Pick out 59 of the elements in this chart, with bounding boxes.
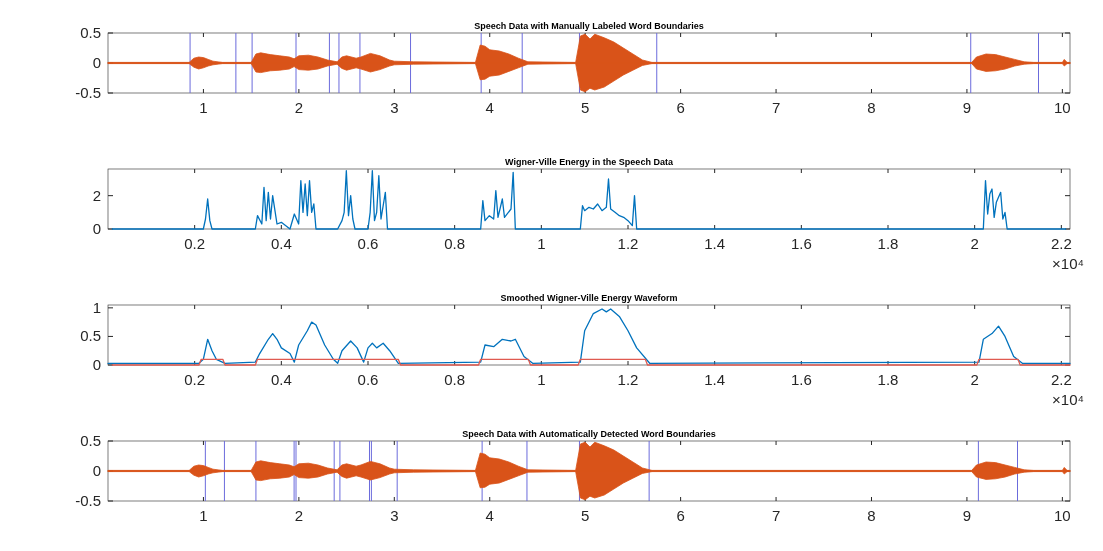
- x-tick-label: 1.6: [790, 235, 812, 252]
- x-tick-label: 6: [676, 99, 685, 116]
- y-tick-label: 0: [92, 54, 101, 71]
- x-tick-label: 1.2: [617, 235, 639, 252]
- x-tick-label: 3: [390, 99, 399, 116]
- x-tick-label: 3: [390, 507, 399, 524]
- y-tick-label: 0.5: [80, 432, 101, 449]
- x-tick-label: 5: [581, 507, 590, 524]
- x-tick-label: 1.4: [704, 235, 726, 252]
- x-tick-label: 6: [676, 507, 685, 524]
- x-tick-label: 1: [537, 235, 546, 252]
- x-tick-label: 1: [199, 507, 208, 524]
- x-tick-label: 0.2: [184, 235, 206, 252]
- x-tick-label: 1.8: [877, 371, 899, 388]
- x-tick-label: 1.8: [877, 235, 899, 252]
- x-tick-label: 2.2: [1050, 371, 1072, 388]
- y-tick-label: 0.5: [80, 327, 101, 345]
- x-tick-label: 2: [294, 507, 304, 524]
- x-tick-label: 1.6: [790, 371, 812, 388]
- y-tick-label: 0: [92, 356, 101, 373]
- y-tick-label: 2: [92, 186, 101, 204]
- text: ×10⁴: [1052, 391, 1084, 408]
- y-tick-label: 1: [92, 298, 101, 316]
- x-tick-label: 2: [970, 235, 979, 252]
- x-tick-label: 10: [1054, 99, 1071, 116]
- y-tick-label: 0: [92, 462, 101, 479]
- x-tick-label: 7: [771, 507, 781, 524]
- y-tick-label: 0.5: [80, 24, 101, 41]
- x-tick-label: 9: [962, 507, 972, 524]
- x-tick-label: 4: [485, 99, 494, 116]
- chart-title: Smoothed Wigner-Ville Energy Waveform: [500, 293, 678, 303]
- x-tick-label: 1.2: [617, 371, 639, 388]
- x-tick-label: 4: [485, 507, 494, 524]
- x-tick-label: 0.4: [270, 371, 292, 388]
- x-tick-label: 2: [970, 371, 979, 388]
- text: ×10⁴: [1052, 255, 1084, 272]
- x-tick-label: 8: [867, 507, 876, 524]
- x-tick-label: 2.2: [1050, 235, 1072, 252]
- chart-title: Speech Data with Manually Labeled Word Boundaries: [474, 21, 704, 31]
- x-tick-label: 10: [1054, 507, 1071, 524]
- x-tick-label: 0.4: [270, 235, 292, 252]
- x-tick-label: 7: [771, 99, 781, 116]
- x-tick-label: 0.6: [357, 371, 379, 388]
- x-tick-label: 8: [867, 99, 876, 116]
- chart-title: Wigner-Ville Energy in the Speech Data: [505, 157, 674, 167]
- x-tick-label: 9: [962, 99, 972, 116]
- x-tick-label: 0.6: [357, 235, 379, 252]
- y-tick-label: 0: [92, 220, 101, 237]
- chart-title: Speech Data with Automatically Detected Word Boundaries: [462, 429, 716, 439]
- x-tick-label: 0.8: [444, 371, 466, 388]
- x-tick-label: 1.4: [704, 371, 726, 388]
- y-tick-label: -0.5: [75, 84, 101, 101]
- y-tick-label: -0.5: [75, 492, 101, 509]
- x-tick-label: 0.8: [444, 235, 466, 252]
- x-tick-label: 5: [581, 99, 590, 116]
- x-tick-label: 1: [537, 371, 546, 388]
- x-tick-label: 0.2: [184, 371, 206, 388]
- x-tick-label: 2: [294, 99, 304, 116]
- x-tick-label: 1: [199, 99, 208, 116]
